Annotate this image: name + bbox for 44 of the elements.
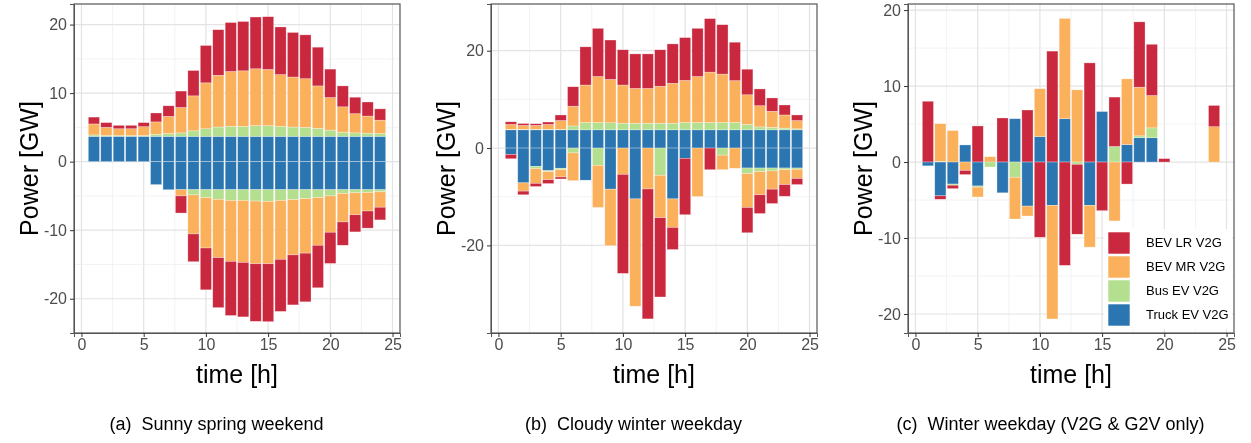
x-tick-label: 10 [614,336,633,354]
text: (c) Winter weekday (V2G & G2V only) [896,414,1205,434]
x-tick-label: 20 [321,336,340,354]
y-tick-label: 0 [892,153,902,171]
x-tick-label: 0 [77,336,87,354]
x-axis-title: time [h] [613,360,695,388]
legend-label: BEV MR V2G [1146,259,1226,274]
x-tick-label: 0 [911,336,921,354]
y-tick-label: 20 [466,42,485,60]
x-tick-label: 15 [676,336,695,354]
x-tick-label: 0 [494,336,504,354]
x-axis-title: time [h] [1030,360,1112,388]
y-tick-label: 10 [883,77,902,95]
y-tick-label: -20 [877,305,902,323]
x-tick-label: 10 [1031,336,1050,354]
y-axis-title: Power [GW] [15,101,43,236]
legend-label: BEV LR V2G [1146,235,1222,250]
x-tick-label: 20 [1155,336,1174,354]
y-tick-label: -20 [460,237,485,255]
x-tick-label: 25 [384,336,403,354]
x-tick-label: 15 [259,336,278,354]
y-axis-title: Power [GW] [849,101,877,236]
y-tick-label: 0 [58,153,68,171]
y-tick-label: 20 [883,1,902,19]
x-tick-label: 10 [197,336,216,354]
y-tick-label: 10 [49,84,68,102]
y-tick-label: 0 [475,139,485,157]
x-tick-label: 25 [1218,336,1237,354]
y-axis-title: Power [GW] [432,101,460,236]
y-tick-label: -10 [877,229,902,247]
x-tick-label: 5 [973,336,983,354]
y-tick-label: -10 [43,221,68,239]
x-tick-label: 5 [556,336,566,354]
legend-label: Bus EV V2G [1146,283,1219,298]
x-tick-label: 5 [139,336,149,354]
y-tick-label: -20 [43,290,68,308]
y-tick-label: 20 [49,16,68,34]
legend-label: Truck EV V2G [1146,307,1229,322]
x-tick-label: 20 [738,336,757,354]
text: (b) Cloudy winter weekday [524,414,743,434]
x-axis-title: time [h] [196,360,278,388]
x-tick-label: 15 [1093,336,1112,354]
text: (a) Sunny spring weekend [109,414,324,434]
x-tick-label: 25 [801,336,820,354]
